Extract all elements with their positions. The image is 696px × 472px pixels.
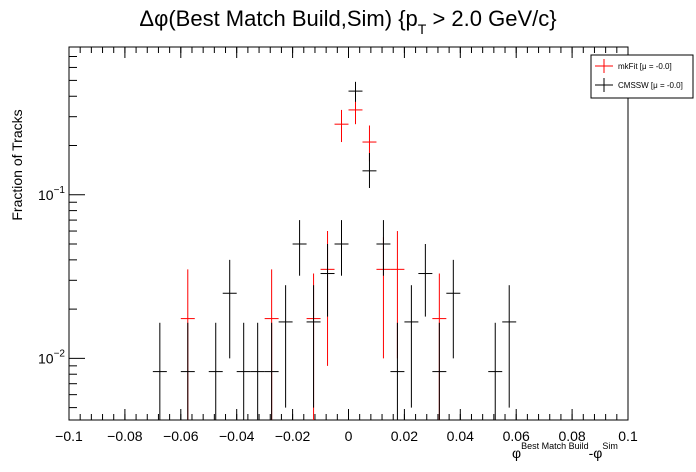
data-point (250, 322, 265, 420)
data-point (362, 152, 377, 188)
data-point (208, 322, 223, 420)
data-point (306, 285, 321, 408)
y-tick-label: 10−1 (38, 185, 65, 203)
data-point (418, 244, 433, 317)
data-point (180, 322, 195, 420)
data-point (488, 322, 503, 420)
legend-box (590, 54, 694, 99)
data-point (278, 285, 293, 408)
x-tick-label: 0.1 (618, 428, 638, 444)
data-point (334, 220, 349, 276)
legend-marker-mkfit (595, 59, 613, 73)
series-cmssw (152, 81, 517, 420)
x-tick-label: −0.02 (275, 428, 311, 444)
data-point (292, 220, 307, 276)
x-tick-label: 0.04 (447, 428, 474, 444)
y-axis-label: Fraction of Tracks (9, 109, 25, 220)
data-point (376, 220, 391, 276)
data-point (404, 285, 419, 408)
data-point (432, 322, 447, 420)
data-point (236, 322, 251, 420)
data-point (502, 285, 517, 408)
x-tick-label: 0.08 (558, 428, 585, 444)
data-point (446, 259, 461, 359)
data-point (334, 109, 349, 143)
x-tick-label: −0.1 (55, 428, 83, 444)
data-point (264, 322, 279, 420)
data-points (152, 81, 517, 420)
plot-frame (68, 46, 629, 421)
x-tick-label: −0.08 (107, 428, 143, 444)
x-tick-label: −0.06 (163, 428, 199, 444)
y-axis: 10−1 10−2 (38, 46, 85, 409)
x-tick-label: 0 (345, 428, 353, 444)
x-tick-label: 0.06 (503, 428, 530, 444)
legend-marker-cmssw (595, 78, 613, 92)
x-axis-label: φBest Match Build-φSim (512, 441, 618, 461)
legend-label-cmssw: CMSSW [μ = -0.0] (618, 81, 683, 90)
data-point (222, 259, 237, 359)
x-tick-label: 0.02 (391, 428, 418, 444)
legend-label-mkfit: mkFit [μ = -0.0] (618, 62, 672, 71)
data-point (152, 322, 167, 420)
data-point (390, 322, 405, 420)
x-axis: −0.1 −0.08 −0.06 −0.04 −0.02 0 0.02 0.04 0.06 0.0… (55, 47, 638, 444)
chart-title: Δφ(Best Match Build,Sim) {pT > 2.0 GeV/c… (139, 6, 556, 37)
y-tick-label: 10−2 (38, 348, 65, 366)
x-tick-label: −0.04 (219, 428, 255, 444)
data-point (320, 244, 335, 317)
legend: mkFit [μ = -0.0] CMSSW [μ = -0.0] (590, 54, 694, 99)
data-point (348, 81, 363, 102)
